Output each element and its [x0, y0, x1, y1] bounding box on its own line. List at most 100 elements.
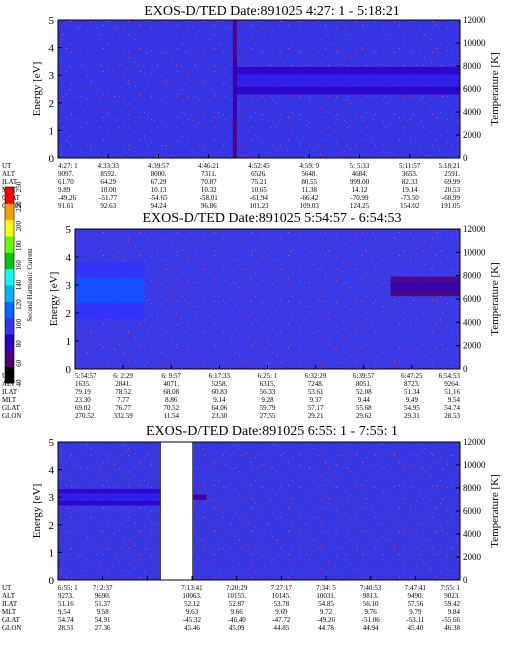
colorbar-tick-label: 100	[15, 318, 23, 329]
spectrogram-panel-2: EXOS-D/TED Date:891025 5:54:57 - 6:54:53…	[2, 211, 501, 420]
table-cell: 14.12	[352, 186, 368, 194]
table-cell: 1635.	[75, 380, 91, 388]
table-cell: 7.77	[117, 396, 130, 404]
colorbar-swatch	[5, 268, 14, 286]
colorbar-swatch	[5, 285, 14, 302]
y2-tick-label: 2000	[463, 552, 482, 562]
colorbar-tick-label: 60	[15, 359, 23, 367]
table-cell: 8051.	[356, 380, 372, 388]
table-cell: 9097.	[58, 170, 74, 178]
axis-ticks: 0 1 2 3 4 5 0 2000 4000 6000 8000 10000 12000	[66, 224, 487, 376]
table-cell: 23.30	[75, 396, 91, 404]
table-cell: 9490.	[407, 592, 423, 600]
colorbar-swatch	[5, 366, 14, 384]
table-cell: 8592.	[100, 170, 116, 178]
y-tick-label: 4	[49, 465, 55, 477]
table-cell: 7:27:17	[271, 584, 293, 592]
y-tick-label: 1	[66, 336, 72, 348]
y2-tick-label: 10000	[463, 247, 486, 257]
table-cell: 52.12	[184, 600, 200, 608]
table-cell: 44.85	[273, 624, 289, 632]
table-cell: 5258.	[212, 380, 228, 388]
table-cell: 6:17:33	[209, 372, 231, 380]
table-cell: 80.55	[301, 178, 317, 186]
axis-ticks: 0 1 2 3 4 5 0 2000 4000 6000 8000 10000 12000	[49, 15, 487, 165]
table-cell: 69.99	[444, 178, 460, 186]
colorbar-swatch	[5, 301, 14, 319]
colorbar-tick-label: 180	[15, 240, 23, 251]
table-cell: 9.84	[448, 608, 461, 616]
table-cell: -51.06	[362, 616, 381, 624]
y2-axis-label: Temperature [K]	[489, 52, 501, 125]
table-cell: 9023.	[444, 592, 460, 600]
table-cell: 91.61	[58, 202, 74, 210]
table-cell: 76.77	[115, 404, 131, 412]
table-cell: 2591.	[444, 170, 460, 178]
table-cell: 4:39:57	[148, 162, 170, 170]
table-cell: 7: 2:37	[93, 584, 113, 592]
y-tick-label: 0	[66, 364, 72, 376]
table-cell: 8723.	[404, 380, 420, 388]
y-tick-label: 0	[49, 153, 55, 165]
y-tick-label: 5	[49, 15, 55, 27]
table-cell: 270.52	[75, 412, 95, 420]
table-cell: -49.26	[317, 616, 336, 624]
table-cell: -73.50	[401, 194, 420, 202]
y2-tick-label: 12000	[463, 15, 486, 25]
table-cell: 101.23	[249, 202, 269, 210]
table-cell: 53.78	[273, 600, 289, 608]
colorbar-ticks: 40 60 80 100 120 140 160 180 200 220 250	[15, 181, 23, 386]
table-row-label: ALT	[2, 592, 16, 600]
table-cell: 51.34	[404, 388, 420, 396]
table-cell: 4:46:21	[198, 162, 220, 170]
colorbar-tick-label: 120	[15, 299, 23, 310]
table-cell: 69.02	[75, 404, 91, 412]
y2-tick-label: 12000	[463, 437, 486, 447]
emission-band-core	[390, 281, 460, 291]
table-cell: 154.02	[400, 202, 420, 210]
y-axis-label: Energy [eV]	[31, 62, 43, 116]
table-cell: 27.36	[95, 624, 111, 632]
table-cell: 332.59	[114, 412, 134, 420]
y2-tick-label: 4000	[463, 529, 482, 539]
y2-tick-label: 2000	[463, 130, 482, 140]
table-cell: 6315.	[260, 380, 276, 388]
table-row-label: MLT	[2, 608, 17, 616]
table-cell: 52.08	[356, 388, 372, 396]
table-cell: 9.79	[409, 608, 422, 616]
table-cell: 4:33:33	[98, 162, 120, 170]
table-row-label: UT	[2, 162, 12, 170]
colorbar-swatch	[5, 317, 14, 335]
table-cell: 6:54:53	[439, 372, 461, 380]
emission-band-core	[192, 495, 207, 499]
table-cell: 6:25: 1	[258, 372, 278, 380]
table-row-label: ILAT	[2, 388, 18, 396]
table-cell: 4:27: 1	[58, 162, 78, 170]
colorbar-tick-label: 220	[15, 201, 23, 212]
spectrogram-plot-area	[57, 441, 461, 581]
table-cell: 96.86	[201, 202, 217, 210]
colorbar-swatch	[5, 350, 14, 368]
table-cell: 10.32	[201, 186, 217, 194]
table-cell: 70.87	[201, 178, 217, 186]
table-cell: 29.31	[404, 412, 420, 420]
table-cell: 44.94	[363, 624, 379, 632]
table-cell: 10155.	[227, 592, 247, 600]
table-cell: 6: 9:57	[161, 372, 181, 380]
table-cell: 51.37	[95, 600, 111, 608]
table-cell: 11.54	[164, 412, 180, 420]
y-tick-label: 0	[49, 575, 55, 587]
y2-tick-label: 10000	[463, 38, 486, 48]
table-cell: 7:13:41	[181, 584, 203, 592]
table-cell: 9.49	[406, 396, 419, 404]
y2-tick-label: 8000	[463, 61, 482, 71]
y-tick-label: 3	[49, 492, 55, 504]
y2-tick-label: 6000	[463, 294, 482, 304]
table-row-label: GLON	[2, 624, 21, 632]
table-cell: 54.91	[95, 616, 111, 624]
panel-title: EXOS-D/TED Date:891025 5:54:57 - 6:54:53	[143, 211, 402, 226]
table-cell: 9.63	[186, 608, 199, 616]
y2-tick-label: 0	[463, 575, 468, 585]
table-cell: 53.61	[308, 388, 324, 396]
table-cell: 9.58	[97, 608, 110, 616]
